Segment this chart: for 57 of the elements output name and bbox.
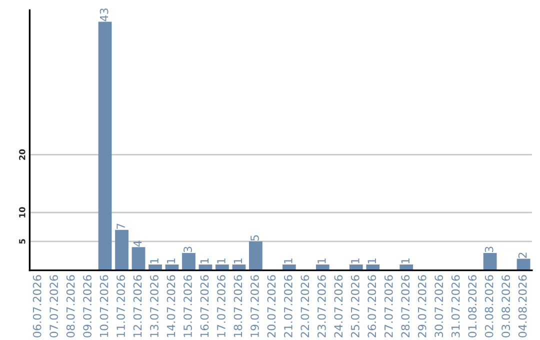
x-tick-label: 15.07.2026 <box>184 275 192 337</box>
x-tick-label: 30.07.2026 <box>434 275 444 338</box>
bar <box>483 252 497 270</box>
x-tick-label: 29.07.2026 <box>418 275 426 338</box>
data-label: 1 <box>234 258 242 264</box>
x-tick-label: 24.07.2026 <box>334 275 343 338</box>
y-tick-label: 20 <box>19 149 26 160</box>
x-tick-label: 01.08.2026 <box>468 275 477 338</box>
data-label: 4 <box>133 240 142 247</box>
x-tick-label: 04.08.2026 <box>518 275 527 338</box>
x-tick-label: 07.07.2026 <box>50 275 58 338</box>
x-tick-label: 13.07.2026 <box>150 275 158 337</box>
bar <box>132 247 146 270</box>
data-label: 5 <box>250 235 259 241</box>
x-tick-label: 22.07.2026 <box>300 275 310 338</box>
data-label: 7 <box>116 224 125 229</box>
bar <box>516 258 530 270</box>
x-tick-label: 21.07.2026 <box>284 275 292 338</box>
x-tick-label: 26.07.2026 <box>368 275 376 338</box>
data-label: 1 <box>351 258 360 264</box>
data-label: 1 <box>200 258 209 264</box>
x-tick-label: 09.07.2026 <box>83 275 92 338</box>
data-label: 1 <box>368 258 376 264</box>
data-label: 1 <box>217 258 226 264</box>
x-tick-label: 10.07.2026 <box>100 275 108 337</box>
x-tick-label: 20.07.2026 <box>267 275 276 338</box>
bar <box>182 252 196 270</box>
x-tick-label: 14.07.2026 <box>166 275 176 337</box>
x-tick-label: 31.07.2026 <box>451 275 460 338</box>
x-tick-label: 17.07.2026 <box>217 275 226 337</box>
data-label: 1 <box>318 258 326 264</box>
data-label: 3 <box>484 246 494 252</box>
data-label: 3 <box>184 246 192 252</box>
y-tick-label: 5 <box>19 239 26 244</box>
y-tick-label: 10 <box>19 207 26 218</box>
data-label: 1 <box>284 258 292 264</box>
bar <box>98 22 112 270</box>
x-tick-label: 23.07.2026 <box>317 275 326 338</box>
data-label: 1 <box>166 258 176 264</box>
x-tick-label: 12.07.2026 <box>133 275 142 337</box>
data-label: 1 <box>150 258 158 264</box>
x-tick-label: 28.07.2026 <box>401 275 410 338</box>
x-tick-label: 18.07.2026 <box>234 275 242 337</box>
bar <box>248 241 262 270</box>
x-tick-label: 27.07.2026 <box>384 275 393 338</box>
x-tick-label: 02.08.2026 <box>484 275 494 338</box>
x-tick-label: 03.08.2026 <box>502 275 510 338</box>
x-tick-label: 25.07.2026 <box>350 275 360 338</box>
bar <box>115 230 128 270</box>
data-label: 43 <box>100 8 108 22</box>
data-label: 2 <box>518 252 527 258</box>
x-tick-label: 06.07.2026 <box>32 275 42 338</box>
data-label: 1 <box>401 258 410 264</box>
x-tick-label: 16.07.2026 <box>200 275 209 337</box>
x-tick-label: 19.07.2026 <box>250 275 259 337</box>
x-tick-label: 11.07.2026 <box>116 275 125 337</box>
x-tick-label: 08.07.2026 <box>66 275 75 338</box>
